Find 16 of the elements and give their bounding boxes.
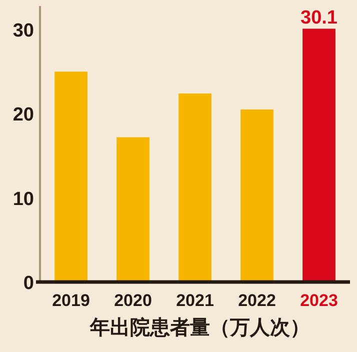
bar	[240, 110, 274, 282]
bar	[178, 94, 212, 282]
x-tick-label: 2023	[300, 291, 338, 310]
x-axis-title: 年出院患者量（万人次）	[89, 316, 310, 339]
x-tick-label: 2022	[238, 291, 276, 310]
x-tick-label: 2019	[52, 291, 90, 310]
bar	[116, 137, 150, 282]
x-tick-label: 2021	[176, 291, 214, 310]
bar	[54, 72, 88, 282]
y-tick-label: 20	[12, 104, 34, 126]
data-label: 30.1	[300, 8, 338, 29]
y-tick-label: 30	[12, 20, 34, 42]
y-tick-label: 10	[12, 188, 34, 210]
x-tick-label: 2020	[114, 291, 152, 310]
y-tick-label: 0	[23, 273, 34, 294]
bar	[302, 28, 336, 282]
